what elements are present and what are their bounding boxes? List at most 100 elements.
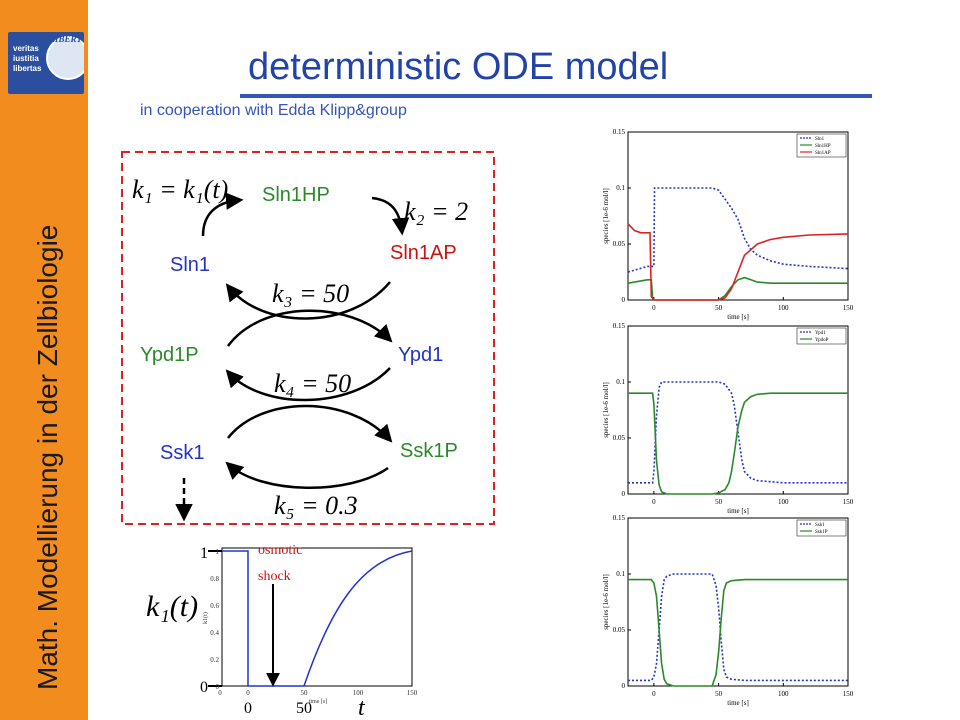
sidebar: veritas iustitia libertas LIBERT Math. M… <box>0 0 88 720</box>
series-line-ssk1p <box>628 578 848 687</box>
species-ypd1p: Ypd1P <box>140 344 199 366</box>
y-axis-label: species [1e-6 mol/l] <box>602 188 610 244</box>
x-tick-label: 0 <box>652 498 656 506</box>
inner-y-tick: 0.8 <box>210 575 219 583</box>
y-axis-label: species [1e-6 mol/l] <box>602 574 610 630</box>
y-tick-label: 0.05 <box>613 240 626 248</box>
logo-motto: veritas iustitia libertas <box>13 44 41 74</box>
x-tick-label: 0 <box>652 690 656 698</box>
inner-x-tick: 100 <box>353 689 364 697</box>
series-line-sln1hp <box>627 276 848 301</box>
k3-arrow-ypd1 <box>226 309 393 347</box>
x-tick-label: 100 <box>778 304 789 312</box>
y-tick-label: 0.1 <box>616 184 625 192</box>
slide-title: deterministic ODE model <box>248 46 669 88</box>
k1-function-label: k₁(t) <box>146 590 198 623</box>
inner-y-tick: 1 <box>216 548 220 556</box>
y-tick-label: 0 <box>622 490 626 498</box>
y-tick-label: 0.1 <box>616 570 625 578</box>
logo-motto-line: libertas <box>13 64 42 73</box>
x-tick-label: 50 <box>715 304 723 312</box>
logo-motto-line: iustitia <box>13 54 39 63</box>
input-plot-frame <box>221 547 413 687</box>
series-line-ssk1 <box>628 573 848 682</box>
k4-arrow-ypd1p <box>225 367 391 402</box>
x-tick-label-0: 0 <box>244 700 252 717</box>
species-sln1ap: Sln1AP <box>390 242 457 264</box>
logo-seal-text: LIBERT <box>49 34 82 44</box>
rate-k5: k₅ = 0.3 <box>274 491 358 520</box>
species-ssk1: Ssk1 <box>160 442 205 464</box>
y-tick-label: 0.1 <box>616 378 625 386</box>
inner-y-tick: 0.6 <box>210 602 219 610</box>
rate-k4: k₄ = 50 <box>274 369 351 398</box>
species-sln1hp: Sln1HP <box>262 184 330 206</box>
x-tick-label: 150 <box>843 304 854 312</box>
y-tick-label: 0.15 <box>613 514 626 522</box>
shock-label: shock <box>258 569 291 584</box>
plot-frame <box>627 517 849 687</box>
series-line-sln1ap <box>627 223 849 301</box>
inner-y-tick: 0.2 <box>210 656 219 664</box>
x-tick-label: 100 <box>778 690 789 698</box>
species-ypd1: Ypd1 <box>398 344 444 366</box>
k5-arrow <box>225 461 389 489</box>
inner-ylabel: k1(t) <box>202 612 209 624</box>
model-boundary-box <box>121 151 495 525</box>
y-tick-label: 0 <box>622 296 626 304</box>
x-tick-label: 50 <box>715 498 723 506</box>
inner-x-tick: 0 <box>218 689 222 697</box>
osmotic-label: osmotic <box>258 543 302 558</box>
y-axis-label: species [1e-6 mol/l] <box>602 382 610 438</box>
y-tick-label: 0 <box>622 682 626 690</box>
legend-box <box>796 519 847 537</box>
x-axis-label: time [s] <box>727 699 749 707</box>
y-tick-label: 0.15 <box>613 128 626 136</box>
rate-k3: k₃ = 50 <box>272 279 349 308</box>
legend-label: Ssk1 <box>815 523 825 528</box>
legend-label: Sln1 <box>815 137 825 142</box>
k2-arrow <box>371 196 410 236</box>
x-tick-label: 150 <box>843 690 854 698</box>
legend-box <box>796 133 847 158</box>
legend-label: Sln1HP <box>815 144 831 149</box>
university-logo: veritas iustitia libertas LIBERT <box>8 32 84 94</box>
x-axis-label: time [s] <box>727 507 749 515</box>
series-line-ypdop <box>628 392 848 495</box>
k3-arrow-sln1 <box>225 281 391 320</box>
inner-x-tick: 150 <box>407 689 418 697</box>
x-tick-label: 100 <box>778 498 789 506</box>
x-tick-label: 50 <box>715 690 723 698</box>
title-underline <box>240 94 872 98</box>
inner-xlabel: time [s] <box>309 699 328 705</box>
rate-k1: k₁ = k₁(t) <box>132 175 228 204</box>
species-sln1: Sln1 <box>170 254 211 276</box>
k1-curve <box>222 550 413 687</box>
k1-arrow <box>201 192 244 237</box>
species-ssk1p: Ssk1P <box>400 440 458 462</box>
plot-frame <box>627 325 849 495</box>
x-variable-t: t <box>358 695 366 720</box>
legend-box <box>796 327 847 345</box>
x-axis-label: time [s] <box>727 313 749 321</box>
legend-label: Sln1AP <box>815 151 831 156</box>
rate-k2: k₂ = 2 <box>404 197 468 226</box>
logo-seal-icon <box>46 36 84 80</box>
x-tick-label: 150 <box>843 498 854 506</box>
series-line-ypd1 <box>628 381 848 484</box>
x-tick-label-50: 50 <box>296 700 312 717</box>
slide-subtitle: in cooperation with Edda Klipp&group <box>140 102 407 119</box>
logo-motto-line: veritas <box>13 44 39 53</box>
inner-x-tick: 50 <box>301 689 309 697</box>
x-tick-label: 0 <box>652 304 656 312</box>
y-tick-label-0: 0 <box>200 679 208 696</box>
k4-arrow-ssk1p <box>227 404 393 443</box>
y-tick-label: 0.05 <box>613 434 626 442</box>
inner-x-tick: 0 <box>246 689 250 697</box>
inner-y-tick: 0.4 <box>210 629 219 637</box>
inner-y-tick: 0 <box>216 683 220 691</box>
legend-label: YpdoP <box>815 338 829 343</box>
y-tick-label: 0.15 <box>613 322 626 330</box>
